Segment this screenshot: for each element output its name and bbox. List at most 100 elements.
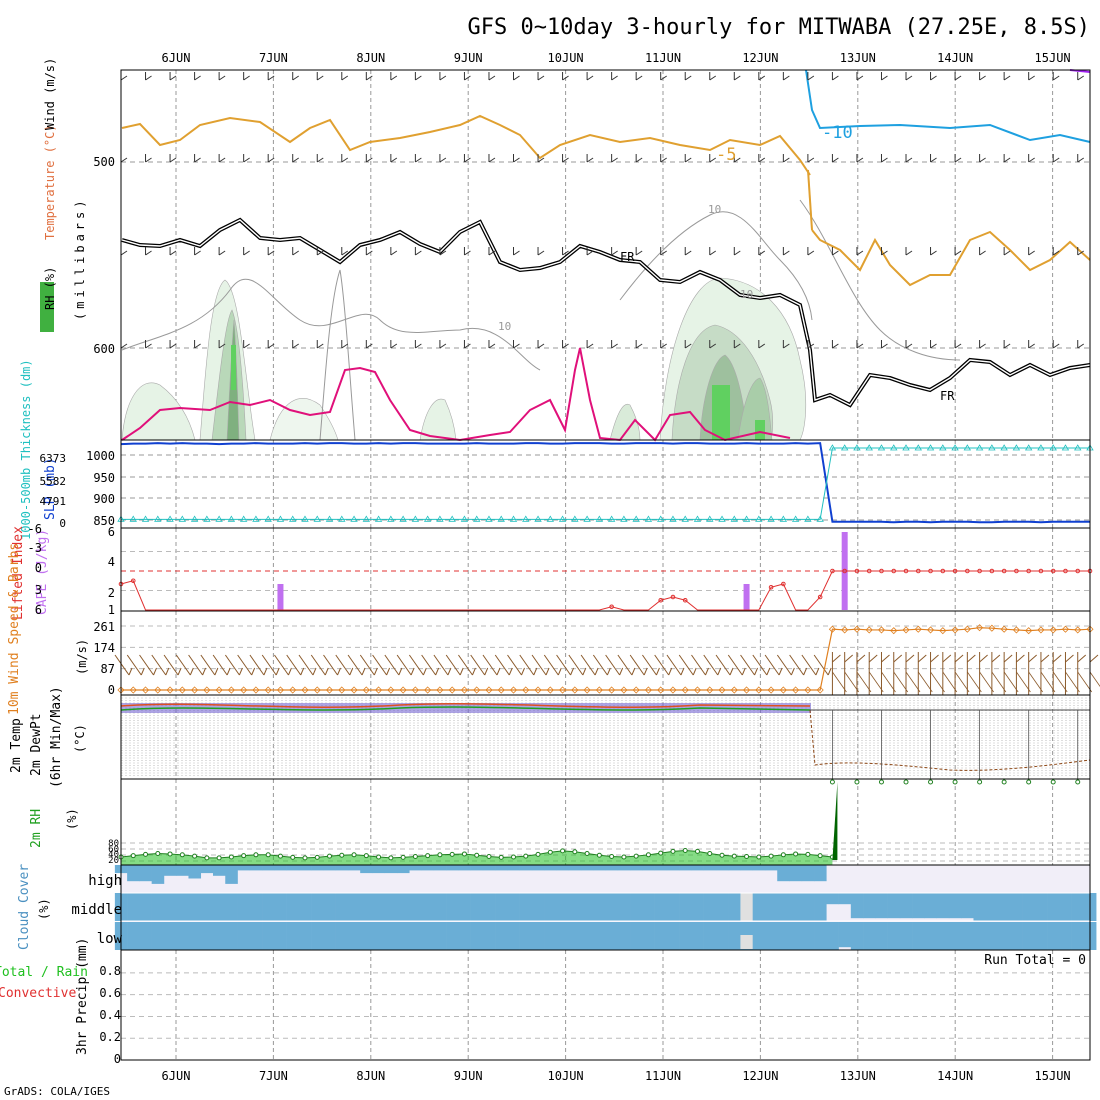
cloud-cover-bar: [396, 922, 410, 950]
cloud-cover-bar: [286, 893, 300, 921]
cloud-cover-bar: [875, 922, 888, 950]
cloud-cover-bar: [249, 893, 263, 921]
wind10-speed-point: [608, 686, 616, 694]
thickness-line: [121, 447, 1090, 520]
thickness-point: [620, 515, 628, 522]
contour-label-minus5: -5: [716, 145, 736, 165]
cloud-cover-bar: [801, 893, 815, 921]
precip-convective-label: Convective: [0, 986, 76, 1001]
wind-barb-flag: [803, 667, 808, 676]
wind-barb: [856, 340, 864, 349]
wind-barb-10m: [678, 654, 694, 676]
wind10-speed-point: [362, 686, 370, 694]
cloud-cover-bar: [482, 865, 496, 871]
wind-barb: [709, 247, 717, 256]
freezing-level-line-inner: [121, 219, 1091, 406]
rh2m-point: [363, 853, 369, 859]
wind-barb: [635, 340, 643, 349]
wind10-speed-point: [301, 686, 309, 694]
wind-barb-10m: [519, 654, 535, 676]
cloud-cover-bar: [446, 865, 459, 871]
wind-barb-flag: [287, 667, 292, 676]
rh2m-point: [928, 779, 934, 785]
wind10-speed-point: [890, 627, 898, 635]
wind-barb-flag: [594, 667, 599, 676]
thickness-point: [215, 515, 223, 522]
wind-barb: [316, 154, 324, 163]
wind-barb: [758, 154, 766, 163]
rh2m-point: [731, 853, 737, 859]
cloud-cover-bar: [666, 865, 680, 871]
credit-label: GrADS: COLA/IGES: [4, 1085, 110, 1098]
wind-barb-flag: [373, 667, 378, 676]
wind-barb-10m: [494, 654, 510, 676]
wind-barb-flag: [435, 667, 440, 676]
thickness-point: [926, 444, 935, 451]
lifted-index-point: [1063, 568, 1068, 574]
slp-tick-1000: 1000: [86, 449, 115, 463]
wind10-speed-point: [571, 686, 579, 694]
cloud-cover-bar: [519, 893, 533, 921]
wind10-speed-point: [203, 686, 211, 694]
rh-contour: [619, 211, 813, 321]
wind-barb: [439, 247, 447, 256]
cloud-cover-bar: [912, 893, 925, 919]
wind-barb: [292, 340, 299, 349]
wind-barb-10m: [813, 654, 829, 676]
precip-tick-06: 0.6: [99, 986, 121, 1000]
day-label-bottom: 13JUN: [840, 1069, 876, 1083]
wind-barb: [856, 154, 864, 163]
cloud-cover-bar: [728, 865, 741, 871]
cloud-cover-bar: [262, 865, 275, 871]
thickness-point: [190, 515, 199, 522]
cloud-cover-bar: [409, 893, 422, 921]
rh2m-point: [1001, 779, 1007, 785]
cape-tick-1: 1: [108, 603, 115, 617]
rh2m-point: [486, 854, 492, 860]
cloud-cover-bar: [421, 922, 435, 950]
wind-barb-10m: [445, 654, 461, 676]
wind-barb-flag: [398, 667, 403, 676]
wind-barb-flag: [668, 667, 673, 676]
wind-barb-10m: [556, 654, 571, 676]
wind-barb: [267, 340, 275, 349]
cloud-cover-bar: [139, 893, 152, 921]
wind-barb-flag: [189, 667, 194, 676]
cloud-cover-bar: [372, 893, 386, 921]
contour-label-minus10: -10: [822, 123, 853, 143]
wind-barb-flag: [251, 667, 256, 676]
li-tick-6: 6: [35, 603, 42, 617]
wind-barb: [684, 340, 692, 349]
day-label-top: 15JUN: [1035, 51, 1071, 65]
cloud-cover-bar: [715, 893, 729, 921]
thickness-point: [1024, 444, 1033, 451]
cloud-cover-bar: [875, 893, 888, 919]
cloud-cover-bar: [1010, 893, 1023, 921]
cloud-cover-bar: [421, 865, 435, 871]
cloud-cover-bar: [814, 893, 827, 921]
wind-barb: [562, 247, 569, 256]
wind-barb-flag: [1052, 671, 1068, 693]
temp2m-band: [121, 703, 811, 713]
cloud-cover-bar: [212, 865, 226, 876]
wind10-speed-point: [963, 625, 971, 633]
lifted-index-point: [965, 568, 970, 574]
rh2m-point: [143, 851, 149, 857]
wind-barb-10m: [212, 654, 228, 676]
wind-barb: [856, 247, 864, 256]
wind10-speed-point: [289, 686, 297, 694]
cape-tick-4: 4: [108, 555, 115, 569]
wind-barb-flag: [1077, 654, 1087, 663]
li-tick-m6: -6: [28, 522, 42, 536]
wind-barb: [611, 340, 618, 349]
wind-barb: [120, 247, 128, 256]
wind-barb-10m: [789, 654, 805, 676]
wind-barb-10m: [715, 654, 731, 676]
slp-tick-950: 950: [93, 471, 115, 485]
wind-barb: [856, 72, 864, 81]
level-500: 500: [93, 155, 115, 169]
cloud-cover-bar: [887, 893, 901, 919]
wind10-speed-point: [1037, 626, 1045, 634]
wind-barb-flag: [1052, 654, 1062, 663]
